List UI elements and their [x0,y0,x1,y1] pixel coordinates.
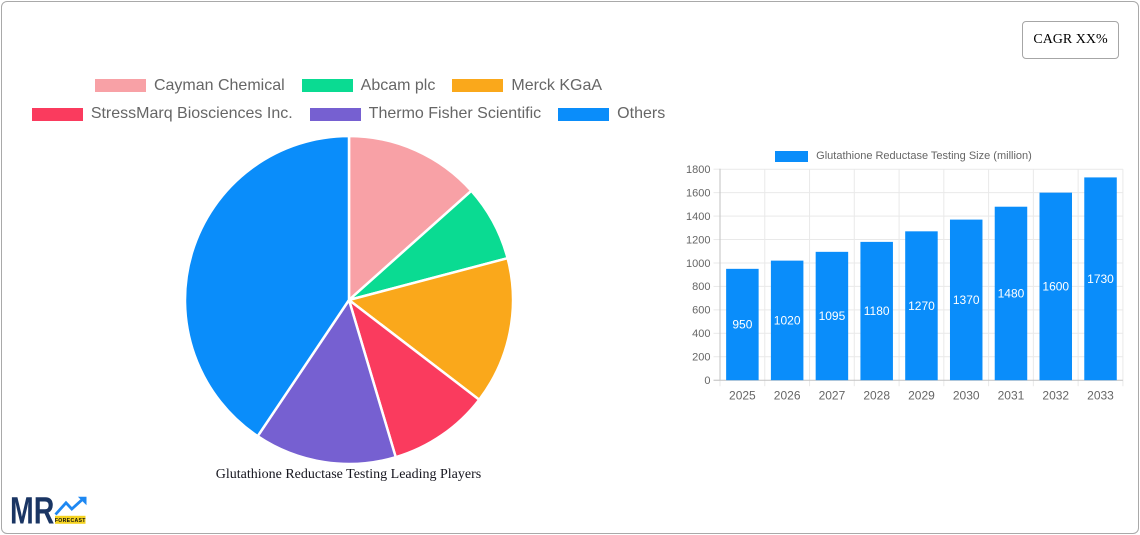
y-tick-label: 0 [704,375,710,387]
bar-value-label: 1480 [998,287,1025,301]
x-tick-label: 2033 [1087,389,1114,403]
pie-slice-stressmarq-biosciences-inc[interactable] [347,298,481,459]
bar-2027[interactable] [815,251,849,381]
legend-label-cayman-chemical: Cayman Chemical [153,76,285,94]
y-tick-label: 600 [692,305,710,317]
legend-item-stressmarq[interactable]: StressMarq Biosciences Inc. [31,105,293,123]
bar-2033[interactable] [1084,177,1117,381]
x-tick-label: 2028 [863,389,890,403]
y-tick-label: 1200 [686,234,710,246]
legend-label-others: Others [617,105,666,122]
legend-swatch-cayman-chemical [94,79,146,92]
y-tick-label: 1400 [686,211,710,223]
legend-item-cayman-chemical[interactable]: Cayman Chemical [94,76,285,95]
y-tick-label: 1600 [686,187,710,199]
bar-2031[interactable] [994,206,1028,381]
x-tick-label: 2032 [1042,389,1069,403]
mr-forecast-logo: MR FORECAST [10,492,87,530]
bar-value-label: 1730 [1087,272,1114,286]
bar-value-label: 1180 [864,304,890,318]
pie-legend-row-2: StressMarq Biosciences Inc. Thermo Fishe… [0,100,697,128]
bar-2030[interactable] [949,219,983,381]
y-tick-label: 200 [692,352,710,364]
legend-swatch-abcam-plc [301,79,353,92]
legend-swatch-merck-kgaa [452,79,504,92]
cagr-box: CAGR XX% [1022,21,1119,59]
bar-legend-swatch [775,150,809,162]
legend-label-stressmarq: StressMarq Biosciences Inc. [90,105,293,122]
y-tick-label: 1800 [686,164,710,176]
legend-swatch-others [558,107,610,121]
legend-label-abcam-plc: Abcam plc [360,76,436,94]
x-tick-label: 2029 [908,389,935,403]
legend-swatch-thermo-fisher [309,107,361,121]
x-tick-label: 2030 [953,389,980,403]
bar-value-label: 1095 [819,309,846,323]
pie-chart [183,134,515,466]
legend-item-thermo-fisher[interactable]: Thermo Fisher Scientific [309,105,542,123]
bar-value-label: 1370 [953,293,980,307]
logo-trend-arrow [54,498,84,516]
logo-forecast-text: FORECAST [55,518,86,524]
logo-arrow-head [77,496,87,506]
bar-value-label: 1020 [774,314,801,328]
bar-2028[interactable] [860,241,893,381]
legend-label-merck-kgaa: Merck KGaA [511,76,603,94]
pie-slice-others[interactable] [183,134,351,438]
bar-legend[interactable]: Glutathione Reductase Testing Size (mill… [684,150,1123,162]
y-tick-label: 1000 [686,258,710,270]
y-tick-label: 400 [692,328,710,340]
bar-2026[interactable] [770,260,804,381]
legend-swatch-stressmarq [31,107,83,121]
y-tick-label: 800 [692,281,710,293]
pie-chart-title: Glutathione Reductase Testing Leading Pl… [215,467,482,482]
x-tick-label: 2025 [729,389,756,403]
bar-chart: 0 200 400 600 800 1000 1200 1400 1600 1800 950 2025… [686,164,1124,403]
x-tick-label: 2027 [819,389,846,403]
x-tick-label: 2031 [998,389,1025,403]
pie-slice-cayman-chemical[interactable] [347,134,473,302]
bar-value-label: 950 [732,318,752,332]
pie-slice-merck-kgaa[interactable] [347,256,515,401]
bar-2032[interactable] [1039,192,1073,381]
bar-2029[interactable] [905,231,938,381]
bar-legend-label: Glutathione Reductase Testing Size (mill… [816,150,1032,162]
legend-item-merck-kgaa[interactable]: Merck KGaA [452,77,602,95]
legend-item-others[interactable]: Others [558,105,665,123]
bar-value-label: 1270 [908,299,935,313]
pie-slice-thermo-fisher-scientific[interactable] [256,298,397,466]
logo-mr-text: MR [10,492,54,530]
bar-2025[interactable] [726,268,759,381]
legend-item-abcam-plc[interactable]: Abcam plc [301,76,436,95]
logo-forecast-box [55,515,86,524]
legend-label-thermo-fisher: Thermo Fisher Scientific [368,105,542,122]
x-tick-label: 2026 [774,389,801,403]
cagr-label: CAGR XX% [1033,32,1108,47]
pie-legend-row-1: Cayman Chemical Abcam plc Merck KGaA [0,72,697,99]
bar-value-label: 1600 [1042,280,1069,294]
